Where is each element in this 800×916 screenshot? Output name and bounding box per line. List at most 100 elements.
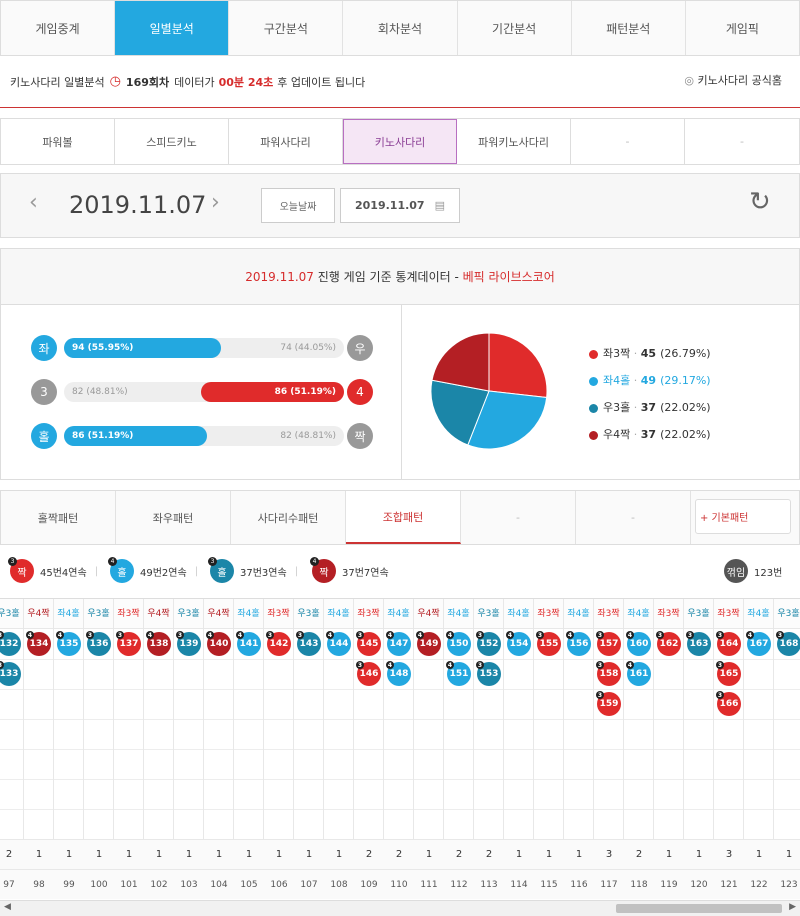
ball-badge: 3 xyxy=(86,631,94,639)
pattern-ball: 140 4 xyxy=(206,631,231,656)
streak-count: 2 xyxy=(0,839,24,869)
scroll-right-icon[interactable]: ▶ xyxy=(789,902,796,912)
column-header: 우3홀 xyxy=(684,599,713,629)
pattern-tab[interactable]: 좌우패턴 xyxy=(116,491,231,544)
ball-badge: 3 xyxy=(716,631,724,639)
round-number: 108 xyxy=(324,869,354,899)
pattern-ball: 153 3 xyxy=(476,661,501,686)
game-tab[interactable]: 키노사다리 xyxy=(343,119,458,164)
game-tab[interactable]: 파워사다리 xyxy=(229,119,343,164)
pattern-tabs: 홀짝패턴 좌우패턴 사다리수패턴 조합패턴 - - xyxy=(0,490,800,545)
legend-item: 좌4홀 · 49 (29.17%) xyxy=(589,372,711,388)
today-button[interactable]: 오늘날짜 xyxy=(261,188,335,223)
pattern-ball: 1333 xyxy=(0,661,21,686)
game-tab[interactable]: 파워볼 xyxy=(1,119,115,164)
game-tab[interactable]: - xyxy=(740,135,744,148)
stats-date: 2019.11.07 xyxy=(245,270,314,284)
ball-number: 164 xyxy=(719,639,739,649)
streak-count: 1 xyxy=(744,839,774,869)
pattern-column: 우3홀13231333297 xyxy=(0,599,24,899)
nav-tab[interactable]: 패턴분석 xyxy=(572,1,686,55)
scroll-thumb[interactable] xyxy=(616,904,782,913)
streak-count: 3 xyxy=(594,839,624,869)
next-date-icon[interactable]: › xyxy=(211,190,220,215)
column-header: 좌3짝 xyxy=(264,599,293,629)
summary-ball-label: 짝 xyxy=(319,567,329,579)
pattern-tab[interactable]: 조합패턴 xyxy=(346,491,461,544)
pattern-tab[interactable]: 홀짝패턴 xyxy=(1,491,116,544)
ball-number: 167 xyxy=(749,639,769,649)
grid-line xyxy=(0,689,800,690)
refresh-icon[interactable]: ↻ xyxy=(749,187,771,217)
game-tab[interactable]: 스피드키노 xyxy=(115,119,229,164)
scroll-left-icon[interactable]: ◀ xyxy=(4,902,11,912)
streak-count: 1 xyxy=(114,839,144,869)
ball-number: 142 xyxy=(269,639,289,649)
round-number: 104 xyxy=(204,869,234,899)
legend-label: 좌4홀 xyxy=(603,374,631,387)
stat-row: 3 82 (48.81%) 86 (51.19%) 4 xyxy=(31,379,373,405)
pattern-ball: 160 4 xyxy=(626,631,651,656)
pattern-ball: 1323 xyxy=(0,631,21,656)
ball-number: 136 xyxy=(89,639,109,649)
legend-dot xyxy=(589,376,598,386)
pattern-column: 좌4홀 154 4 1 114 xyxy=(504,599,534,899)
pattern-ball: 156 4 xyxy=(566,631,591,656)
clock-icon: ◷ xyxy=(109,74,121,89)
official-home-link[interactable]: ◎ 키노사다리 공식홈 xyxy=(684,72,782,88)
game-tab[interactable]: - xyxy=(571,119,686,164)
nav-tab[interactable]: 구간분석 xyxy=(229,1,344,55)
column-header: 좌3짝 xyxy=(654,599,683,629)
pattern-ball: 148 4 xyxy=(386,661,411,686)
round-number: 109 xyxy=(354,869,384,899)
legend-value: 49 xyxy=(640,374,657,387)
date-bar: ‹ 2019.11.07 › 오늘날짜 2019.11.07 ▤ ↻ xyxy=(0,173,800,238)
round-number: 120 xyxy=(684,869,714,899)
round-number: 98 xyxy=(24,869,54,899)
pattern-ball: 142 3 xyxy=(266,631,291,656)
pattern-tab[interactable]: - xyxy=(576,491,691,544)
ball-number: 132 xyxy=(0,639,19,649)
ball-badge: 3 xyxy=(656,631,664,639)
nav-tab[interactable]: 게임중계 xyxy=(1,1,116,55)
ball-badge: 3 xyxy=(116,631,124,639)
basic-pattern-button[interactable]: + 기본패턴 xyxy=(695,499,791,534)
pattern-column: 좌4홀 144 4 1 108 xyxy=(324,599,354,899)
ball-badge: 3 xyxy=(716,661,724,669)
ball-badge: 4 xyxy=(206,631,214,639)
legend-item: 우3홀 · 37 (22.02%) xyxy=(589,399,711,415)
column-header: 우3홀 xyxy=(294,599,323,629)
pattern-tab[interactable]: - xyxy=(461,491,576,544)
stat-other: 82 (48.81%) xyxy=(280,431,336,441)
game-tab[interactable]: 파워키노사다리 xyxy=(457,119,572,164)
nav-tab[interactable]: 회차분석 xyxy=(343,1,458,55)
pattern-tab[interactable]: 사다리수패턴 xyxy=(231,491,346,544)
column-header: 우3홀 xyxy=(0,599,23,629)
round-number: 113 xyxy=(474,869,504,899)
nav-tab[interactable]: 기간분석 xyxy=(458,1,572,55)
stat-other: 82 (48.81%) xyxy=(72,387,128,397)
stat-row: 좌 94 (55.95%) 74 (44.05%) 우 xyxy=(31,335,373,361)
pie-slice xyxy=(430,379,490,446)
summary-ball-label: 홀 xyxy=(117,567,127,579)
column-header: 좌4홀 xyxy=(234,599,263,629)
ball-number: 148 xyxy=(389,669,409,679)
nav-tab[interactable]: 일별분석 xyxy=(115,1,230,55)
ball-badge: 4 xyxy=(416,631,424,639)
round-number: 106 xyxy=(264,869,294,899)
prev-date-icon[interactable]: ‹ xyxy=(29,190,38,215)
legend-item: 좌3짝 · 45 (26.79%) xyxy=(589,345,711,361)
ball-badge: 3 xyxy=(476,631,484,639)
horizontal-scrollbar[interactable]: ◀ ▶ xyxy=(0,900,800,916)
date-picker[interactable]: 2019.11.07 ▤ xyxy=(340,188,460,223)
ball-number: 149 xyxy=(419,639,439,649)
pie-chart xyxy=(430,332,548,450)
round-number: 123 xyxy=(774,869,800,899)
nav-tab[interactable]: 게임픽 xyxy=(725,21,759,36)
column-header: 좌3짝 xyxy=(714,599,743,629)
pattern-ball: 138 4 xyxy=(146,631,171,656)
ball-badge: 4 xyxy=(446,631,454,639)
ball-badge: 4 xyxy=(386,631,394,639)
